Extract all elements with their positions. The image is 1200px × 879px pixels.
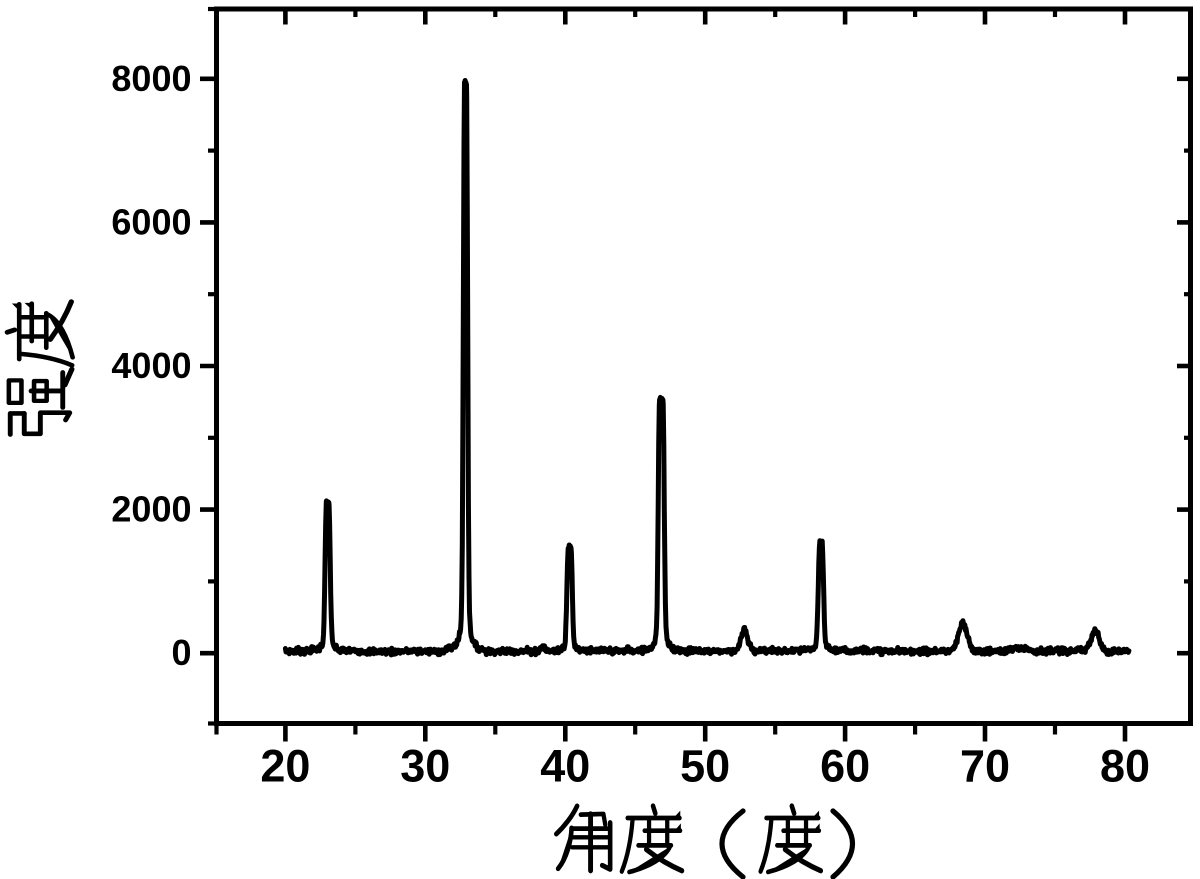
svg-text:6000: 6000 [111,201,191,242]
svg-text:80: 80 [1100,741,1150,792]
svg-text:70: 70 [960,741,1010,792]
svg-text:20: 20 [260,741,310,792]
svg-text:8000: 8000 [111,58,191,99]
svg-text:0: 0 [171,632,191,673]
svg-text:40: 40 [540,741,590,792]
svg-text:2000: 2000 [111,489,191,530]
svg-text:4000: 4000 [111,345,191,386]
svg-text:60: 60 [820,741,870,792]
svg-text:50: 50 [680,741,730,792]
svg-text:30: 30 [400,741,450,792]
